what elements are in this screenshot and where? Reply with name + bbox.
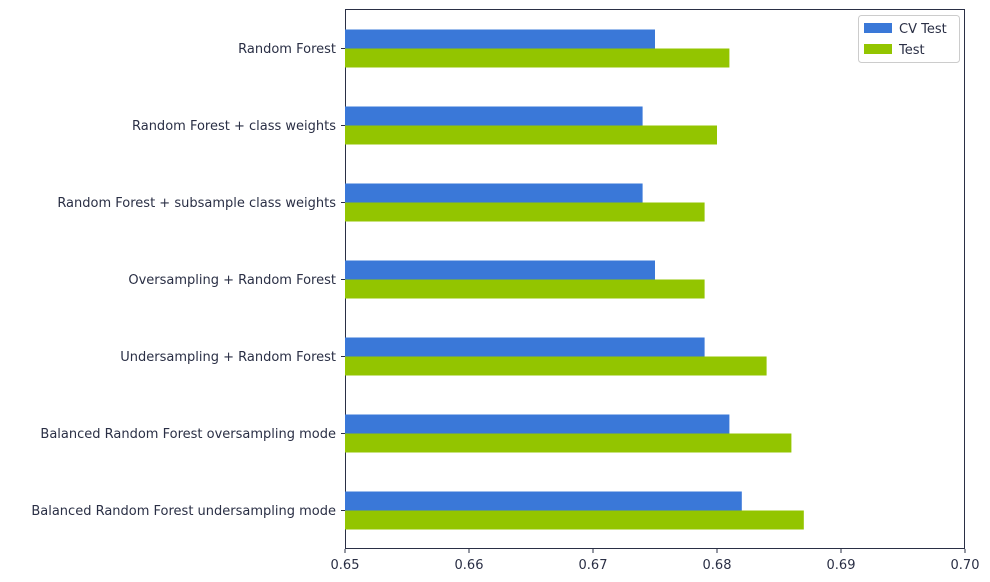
bar-cv-test-4 xyxy=(345,337,705,357)
bar-test-2 xyxy=(345,202,705,222)
bar-cv-test-3 xyxy=(345,260,655,280)
bar-cv-test-6 xyxy=(345,491,742,511)
bar-test-6 xyxy=(345,510,804,530)
bar-test-0 xyxy=(345,48,730,68)
legend: CV Test Test xyxy=(858,15,960,63)
x-axis: 0.65 0.66 0.67 0.68 0.69 0.70 xyxy=(331,549,980,573)
x-tick-label: 0.65 xyxy=(331,558,360,573)
y-tick-label: Balanced Random Forest oversampling mode xyxy=(40,427,336,442)
bar-test-1 xyxy=(345,125,717,145)
y-tick-label: Undersampling + Random Forest xyxy=(120,350,336,365)
x-tick-label: 0.66 xyxy=(455,558,484,573)
y-tick-label: Oversampling + Random Forest xyxy=(128,273,336,288)
y-tick-labels: Random Forest Random Forest + class weigh… xyxy=(31,42,345,519)
x-tick-label: 0.69 xyxy=(827,558,856,573)
y-tick-label: Balanced Random Forest undersampling mod… xyxy=(31,504,336,519)
bar-cv-test-1 xyxy=(345,106,643,126)
x-tick-label: 0.67 xyxy=(579,558,608,573)
legend-swatch-cv-test xyxy=(864,23,892,33)
bar-test-5 xyxy=(345,433,792,453)
bar-cv-test-5 xyxy=(345,414,730,434)
legend-label-cv-test: CV Test xyxy=(899,22,947,37)
bars-group xyxy=(345,29,804,530)
bar-test-4 xyxy=(345,356,767,376)
bar-test-3 xyxy=(345,279,705,299)
legend-label-test: Test xyxy=(898,43,925,58)
legend-swatch-test xyxy=(864,44,892,54)
y-tick-label: Random Forest xyxy=(238,42,336,57)
bar-cv-test-2 xyxy=(345,183,643,203)
y-tick-label: Random Forest + class weights xyxy=(132,119,336,134)
y-tick-label: Random Forest + subsample class weights xyxy=(57,196,336,211)
x-tick-label: 0.68 xyxy=(703,558,732,573)
bar-cv-test-0 xyxy=(345,29,655,49)
x-tick-label: 0.70 xyxy=(951,558,980,573)
